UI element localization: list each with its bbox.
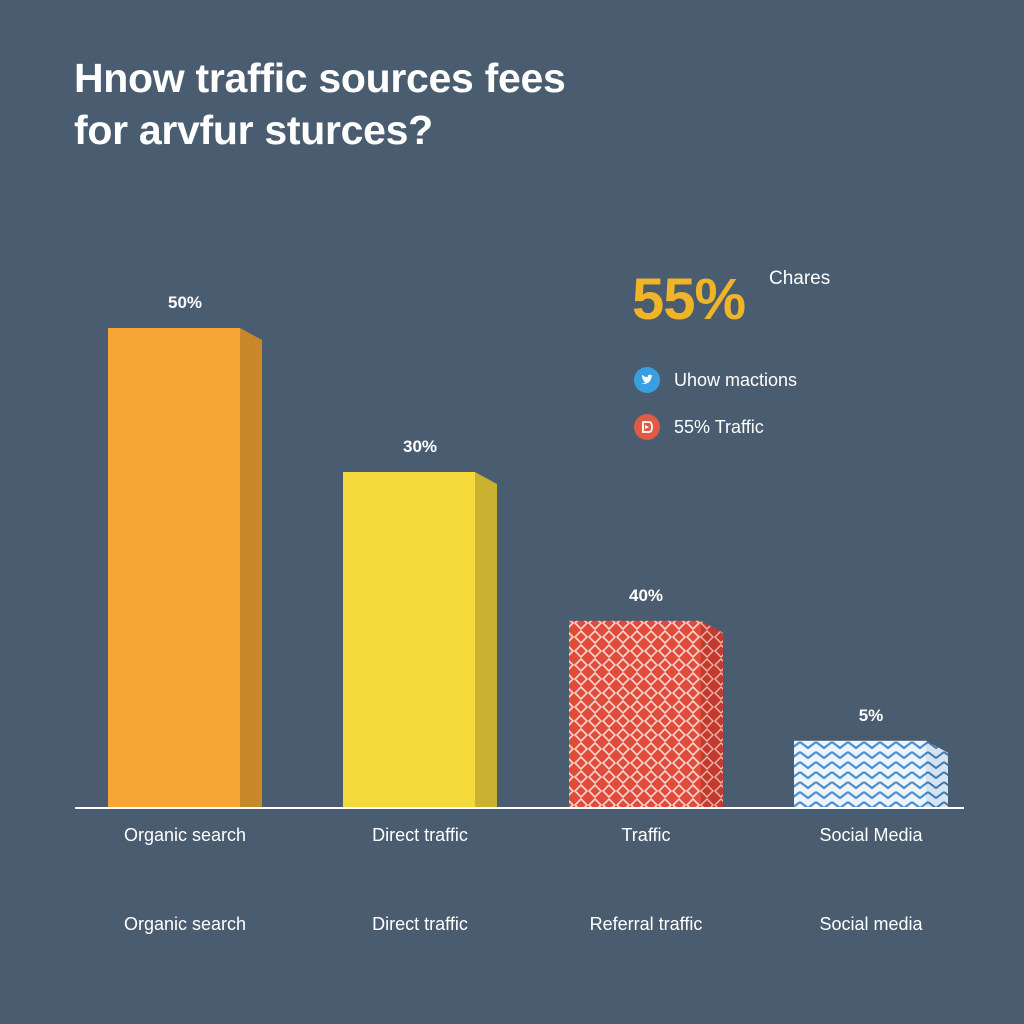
bar-2 — [343, 472, 497, 808]
chart-title: Hnow traffic sources fees for arvfur stu… — [74, 52, 774, 156]
category-label-4: Social Media — [819, 825, 923, 845]
callout-note: Chares — [769, 268, 831, 289]
secondary-label-2: Direct traffic — [372, 914, 468, 934]
social-badge-icon — [634, 414, 660, 440]
category-label-3: Traffic — [621, 825, 670, 845]
chart-title-line-1: Hnow traffic sources fees — [74, 55, 566, 101]
callout-big-value: 55% — [632, 267, 746, 332]
bar-side-1 — [240, 328, 262, 808]
bar-4 — [794, 740, 948, 808]
legend-label-1: Uhow mactions — [674, 369, 798, 390]
chart-title-line-2: for arvfur sturces? — [74, 107, 433, 153]
bar-side-4 — [926, 740, 948, 808]
bar-side-3 — [701, 620, 723, 808]
secondary-label-1: Organic search — [124, 914, 246, 934]
value-label-1: 50% — [168, 293, 202, 312]
bar-3 — [569, 620, 723, 808]
bar-front-3 — [569, 620, 701, 808]
value-label-2: 30% — [403, 437, 437, 456]
value-label-4: 5% — [859, 706, 884, 725]
bar-1 — [108, 328, 262, 808]
legend-label-2: 55% Traffic — [674, 416, 764, 437]
bar-front-1 — [108, 328, 240, 808]
twitter-bird-icon — [634, 367, 660, 393]
category-label-1: Organic search — [124, 825, 246, 845]
legend-item-1: Uhow mactions — [634, 366, 797, 394]
value-label-3: 40% — [629, 586, 663, 605]
bar-front-4 — [794, 740, 926, 808]
secondary-label-4: Social media — [819, 914, 923, 934]
category-label-2: Direct traffic — [372, 825, 468, 845]
bar-front-2 — [343, 472, 475, 808]
bar-side-2 — [475, 472, 497, 808]
secondary-label-3: Referral traffic — [590, 914, 703, 934]
legend-item-2: 55% Traffic — [634, 413, 764, 441]
callout-panel: 55% Chares Uhow mactions 55% Traffic — [632, 266, 992, 456]
